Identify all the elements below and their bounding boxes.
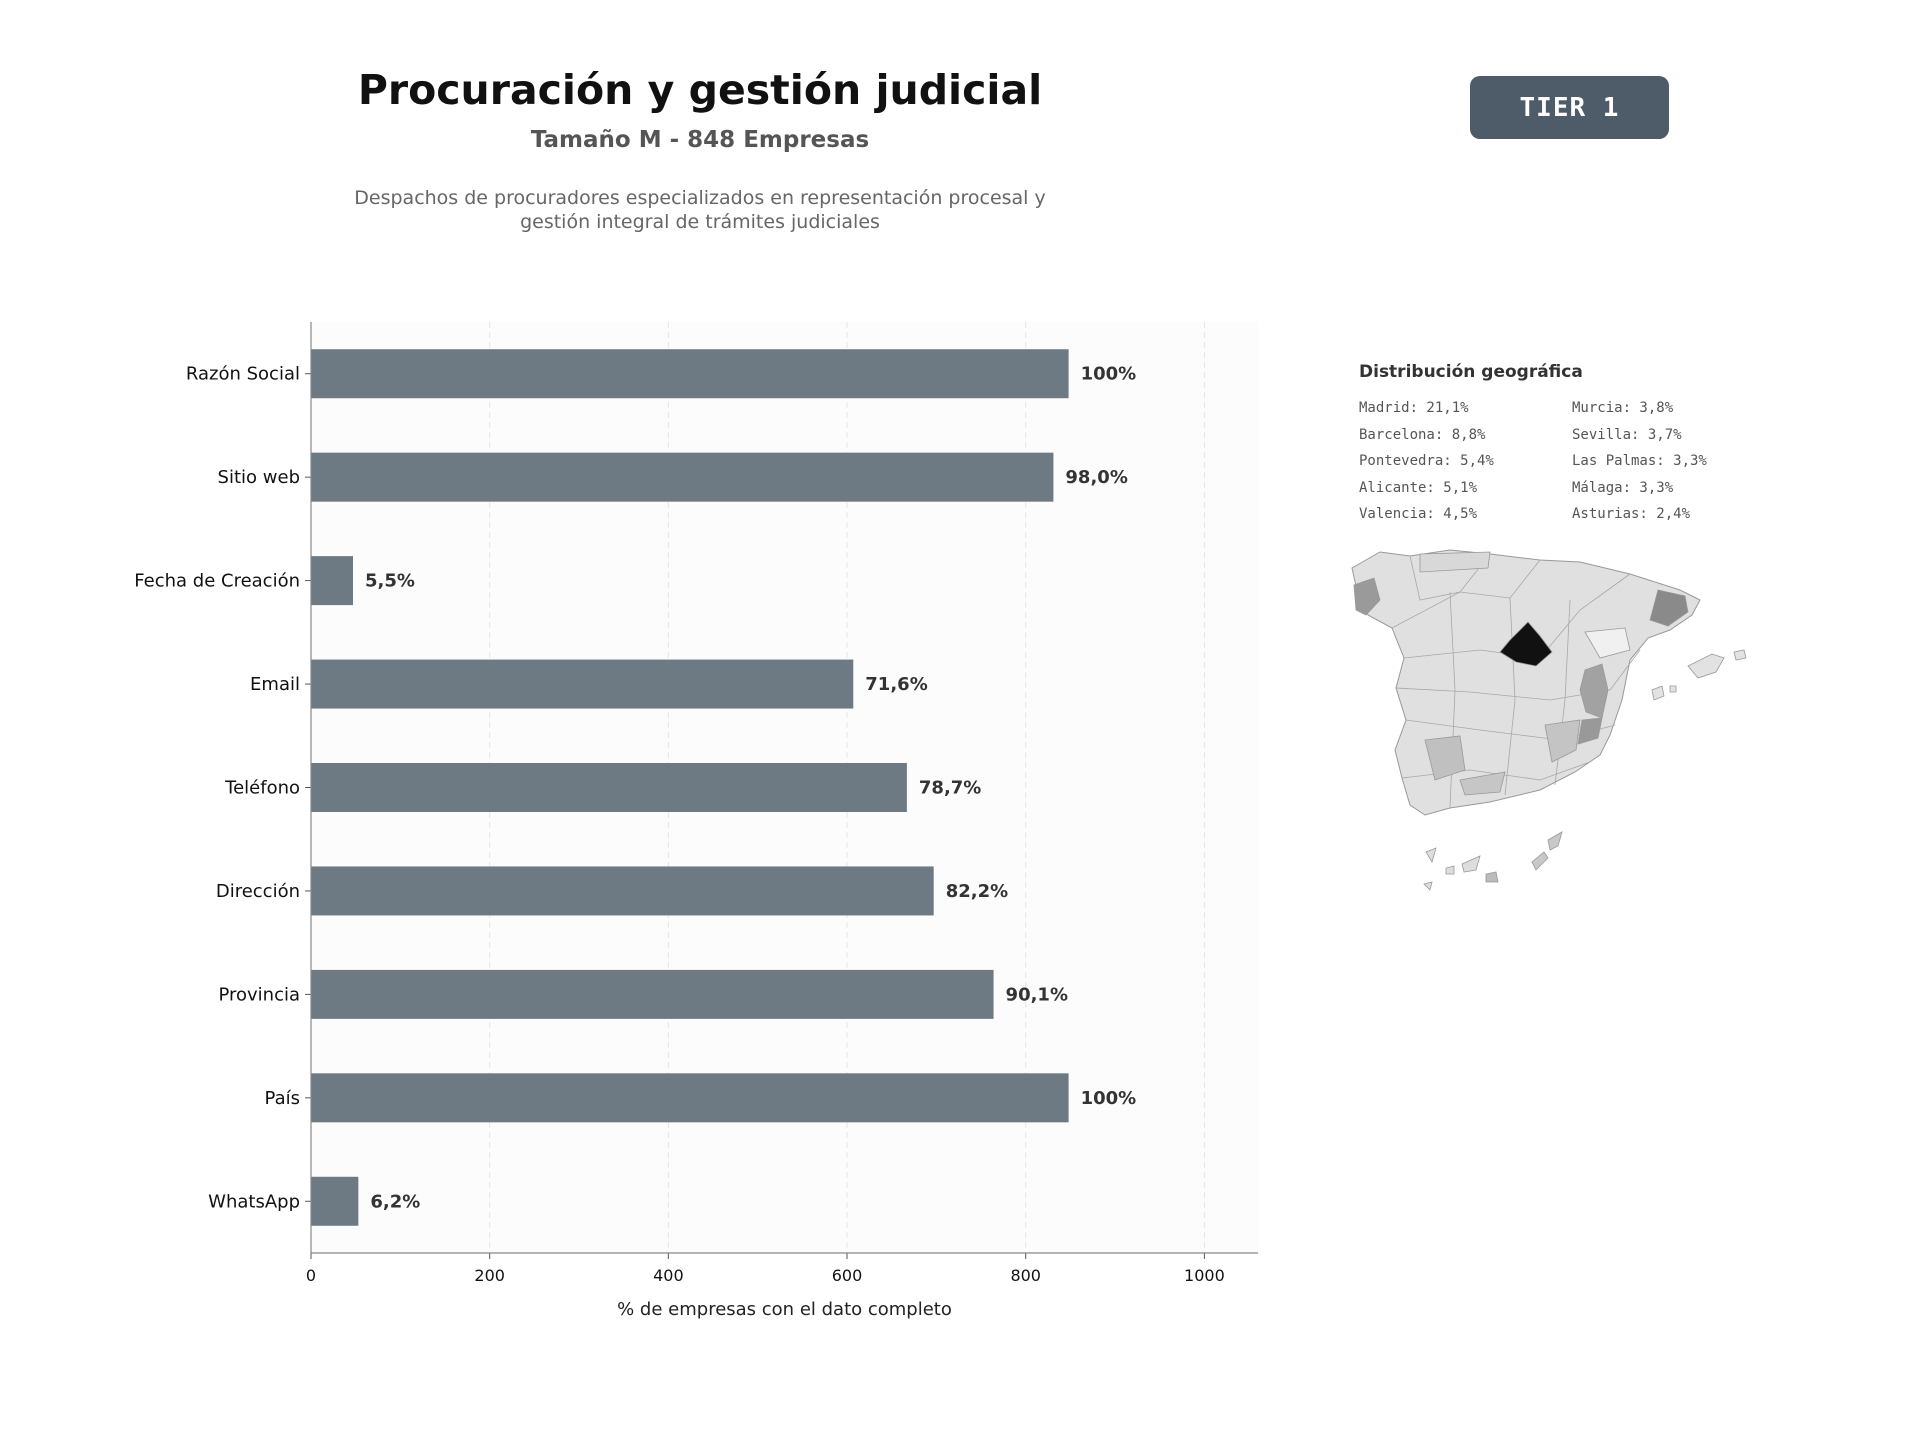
x-tick-label: 800	[1010, 1266, 1041, 1285]
geo-item: Alicante: 5,1%	[1359, 479, 1478, 496]
data-label: 6,2%	[370, 1191, 420, 1212]
canary-islands	[1423, 831, 1563, 891]
data-label: 90,1%	[1006, 984, 1068, 1005]
category-label: Razón Social	[186, 364, 300, 385]
geo-item: Barcelona: 8,8%	[1359, 426, 1486, 443]
geo-item: Sevilla: 3,7%	[1572, 426, 1682, 443]
category-label: Fecha de Creación	[134, 571, 300, 592]
alicante-shape	[1577, 717, 1603, 745]
description-line-1: Despachos de procuradores especializados…	[354, 187, 1046, 209]
category-label: Provincia	[218, 984, 300, 1005]
bar	[311, 969, 994, 1019]
geo-item: Valencia: 4,5%	[1359, 506, 1478, 522]
bar	[311, 659, 854, 709]
x-tick-label: 1000	[1184, 1266, 1225, 1285]
barcelona-shape	[1649, 589, 1689, 627]
geo-item: Pontevedra: 5,4%	[1359, 453, 1494, 469]
pontevedra-shape	[1353, 577, 1381, 616]
category-label: Sitio web	[218, 467, 300, 488]
data-label: 71,6%	[865, 674, 927, 695]
completeness-bar-chart: 0 200 400 600 800 1000 Razón Social 100% Sitio w…	[134, 322, 1258, 1320]
spain-map	[1351, 549, 1747, 891]
geo-distribution-title: Distribución geográfica	[1359, 362, 1583, 382]
geo-item: Asturias: 2,4%	[1572, 506, 1691, 522]
bar	[311, 866, 934, 916]
data-label: 100%	[1081, 364, 1137, 385]
category-label: Dirección	[216, 881, 300, 902]
bar	[311, 452, 1054, 502]
data-label: 100%	[1081, 1088, 1137, 1109]
page-title: Procuración y gestión judicial	[357, 66, 1043, 114]
x-tick-label: 200	[474, 1266, 505, 1285]
geo-distribution-list: Madrid: 21,1% Murcia: 3,8% Barcelona: 8,…	[1359, 398, 1779, 526]
x-axis-title: % de empresas con el dato completo	[617, 1299, 952, 1320]
data-label: 98,0%	[1065, 467, 1127, 488]
asturias-shape	[1419, 551, 1491, 573]
spain-mainland	[1351, 549, 1701, 816]
data-label: 82,2%	[946, 881, 1008, 902]
sevilla-shape	[1424, 735, 1466, 781]
geo-item: Málaga: 3,3%	[1572, 479, 1674, 496]
province-shading	[1353, 551, 1689, 796]
page-description: Despachos de procuradores especializados…	[0, 186, 1400, 234]
balearic-islands	[1651, 649, 1747, 701]
bar	[311, 1073, 1069, 1123]
bar	[311, 763, 907, 812]
tier-badge: TIER 1	[1470, 76, 1669, 139]
bar	[311, 556, 353, 606]
malaga-shape	[1459, 771, 1506, 796]
data-label: 78,7%	[919, 778, 981, 799]
category-label: País	[265, 1088, 300, 1109]
murcia-shape	[1544, 719, 1581, 763]
madrid-shape	[1499, 621, 1553, 667]
bar	[311, 349, 1069, 399]
category-label: Email	[250, 674, 300, 695]
x-tick-label: 400	[653, 1266, 684, 1285]
x-tick-label: 0	[306, 1266, 316, 1285]
description-line-2: gestión integral de trámites judiciales	[520, 211, 880, 233]
data-label: 5,5%	[365, 571, 415, 592]
geo-item: Las Palmas: 3,3%	[1572, 453, 1707, 469]
x-tick-label: 600	[832, 1266, 863, 1285]
bar	[311, 1176, 359, 1226]
page-subtitle: Tamaño M - 848 Empresas	[530, 127, 870, 153]
geo-item: Murcia: 3,8%	[1572, 400, 1674, 416]
zaragoza-shape	[1584, 627, 1631, 659]
category-label: WhatsApp	[208, 1191, 300, 1212]
category-label: Teléfono	[224, 778, 300, 799]
geo-item: Madrid: 21,1%	[1359, 400, 1469, 416]
